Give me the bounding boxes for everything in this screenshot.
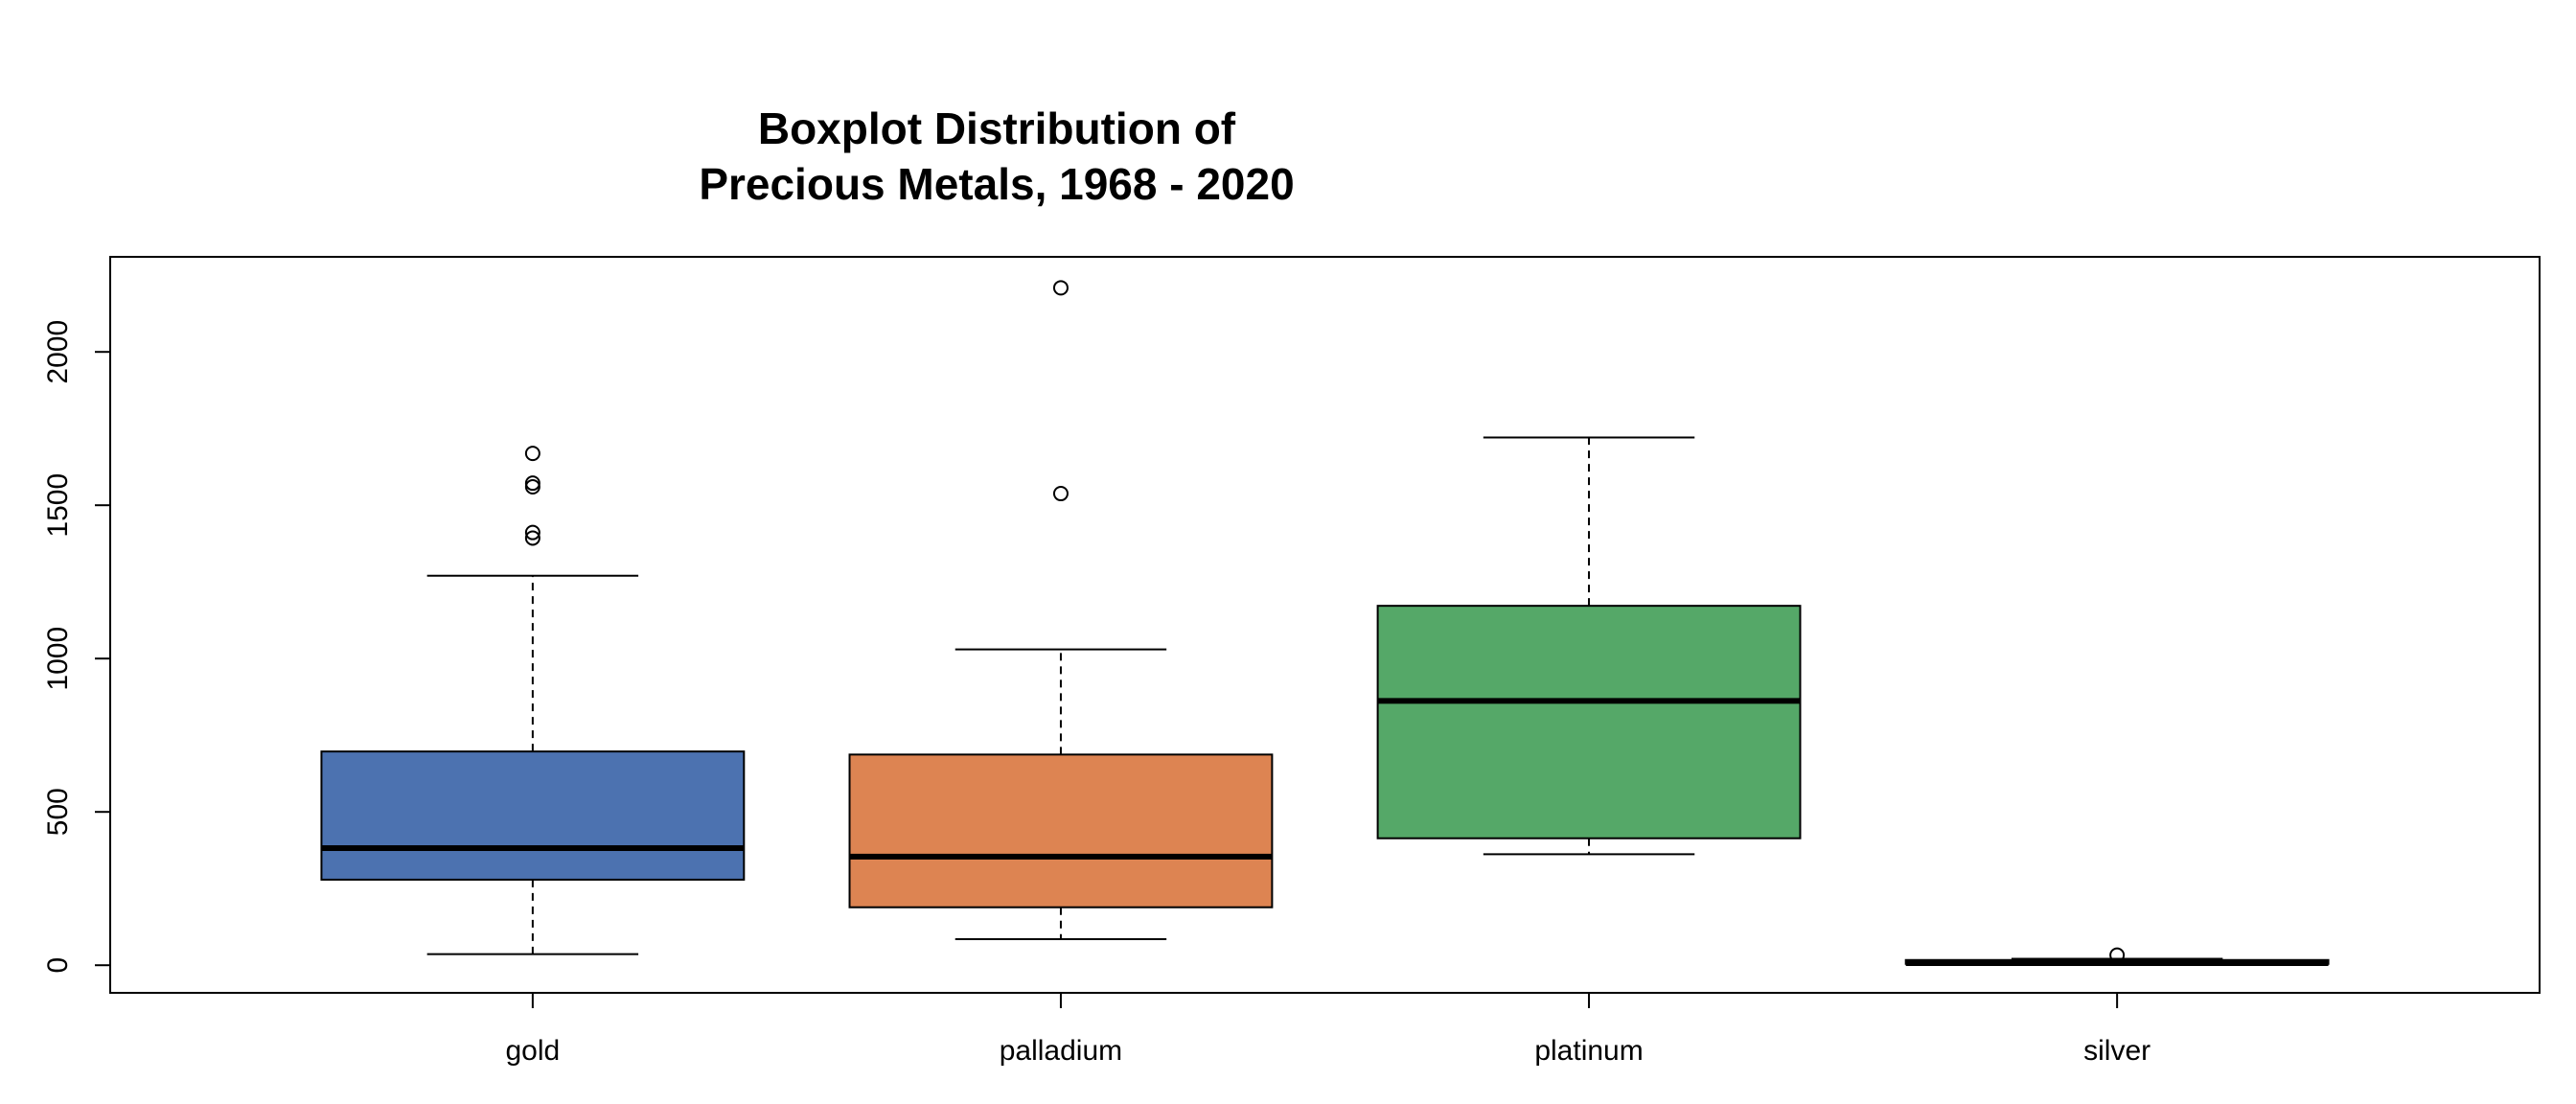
box-iqr [1376,605,1802,840]
box-platinum [1376,436,1802,856]
outlier-point [1052,280,1069,296]
y-tick-label: 2000 [42,320,74,384]
chart-title-line-1: Boxplot Distribution of [758,104,1236,153]
box-gold [320,446,746,955]
box-iqr [848,753,1274,908]
y-tick-label: 500 [42,788,74,836]
outlier-point [2109,947,2126,963]
x-tick-label-silver: silver [2083,1035,2150,1067]
x-tick-label-gold: gold [506,1035,561,1067]
x-tick-label-palladium: palladium [1000,1035,1122,1067]
box-silver [1904,947,2330,966]
outlier-point [524,475,540,492]
y-tick-label: 0 [42,957,74,974]
boxes-layer [320,280,2330,966]
x-tick-label-platinum: platinum [1534,1035,1643,1067]
outlier-point [524,530,540,546]
x-axis: gold palladium platinum silver [506,993,2150,1067]
outlier-point [524,524,540,540]
y-tick-label: 1000 [42,627,74,691]
y-axis: 0 500 1000 1500 2000 [42,320,110,974]
chart-title-line-2: Precious Metals, 1968 - 2020 [699,159,1294,209]
box-iqr [320,750,746,881]
outlier-point [524,446,540,462]
outlier-point [1052,486,1069,502]
y-tick-label: 1500 [42,473,74,538]
plot-frame [109,256,2541,994]
box-palladium [848,280,1274,940]
